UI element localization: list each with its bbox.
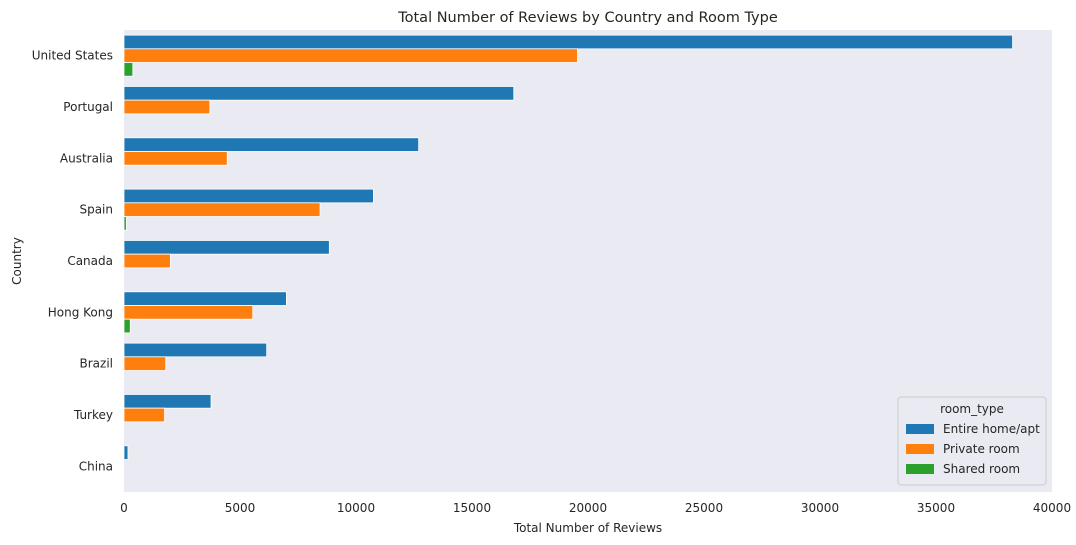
y-tick-label: Portugal [63,100,113,114]
legend-label: Entire home/apt [943,422,1040,436]
bar-brazil-private-room [123,356,167,371]
y-tick-label: Hong Kong [48,305,113,319]
bar-hong-kong-shared-room [123,318,131,334]
bar-australia-entire-home-apt [123,137,420,152]
y-tick-label: Canada [67,254,113,268]
bar-canada-private-room [123,253,171,269]
bar-united-states-entire-home-apt [123,34,1013,50]
x-tick-label: 20000 [569,501,607,515]
bar-portugal-private-room [123,99,211,115]
legend-swatch [906,444,934,454]
bars-layer [123,34,1013,460]
bar-hong-kong-private-room [123,305,254,320]
y-tick-label: Australia [60,151,113,165]
x-tick-labels: 0 5000 10000 15000 20000 25000 30000 35000 40000 [120,501,1071,515]
legend: room_type Entire home/apt Private room Sha… [897,396,1047,486]
legend-label: Shared room [943,462,1020,476]
x-tick-label: 35000 [917,501,955,515]
y-tick-labels: United States Portugal Australia Spain Canad… [32,49,113,474]
bar-brazil-entire-home-apt [123,342,268,358]
legend-swatch [906,424,934,434]
bar-united-states-private-room [123,48,578,63]
bar-spain-private-room [123,202,321,217]
bar-turkey-entire-home-apt [123,394,212,409]
x-axis-label: Total Number of Reviews [513,521,662,535]
y-tick-label: United States [32,49,113,63]
y-tick-label: Brazil [80,357,114,371]
x-tick-label: 15000 [453,501,491,515]
x-tick-label: 30000 [801,501,839,515]
bar-turkey-private-room [123,407,165,423]
bar-portugal-entire-home-apt [123,86,515,101]
bar-australia-private-room [123,151,228,166]
bar-hong-kong-entire-home-apt [123,291,287,306]
legend-items: Entire home/apt Private room Shared room [906,422,1040,476]
y-tick-label: Turkey [73,408,113,422]
legend-box [897,396,1047,486]
y-tick-label: China [79,459,113,473]
bar-united-states-shared-room [123,62,134,77]
x-tick-label: 0 [120,501,128,515]
y-tick-label: Spain [79,203,113,217]
y-axis-label: Country [10,237,24,285]
bar-spain-shared-room [123,216,127,231]
x-tick-label: 10000 [337,501,375,515]
legend-title: room_type [940,402,1004,416]
x-tick-label: 25000 [685,501,723,515]
plot-background [124,30,1052,492]
x-tick-label: 5000 [225,501,256,515]
x-tick-label: 40000 [1033,501,1071,515]
bar-china-entire-home-apt [123,445,129,460]
bar-spain-entire-home-apt [123,188,374,204]
chart-title: Total Number of Reviews by Country and R… [397,10,778,26]
legend-label: Private room [943,442,1020,456]
legend-swatch [906,464,934,474]
bar-canada-entire-home-apt [123,240,330,255]
